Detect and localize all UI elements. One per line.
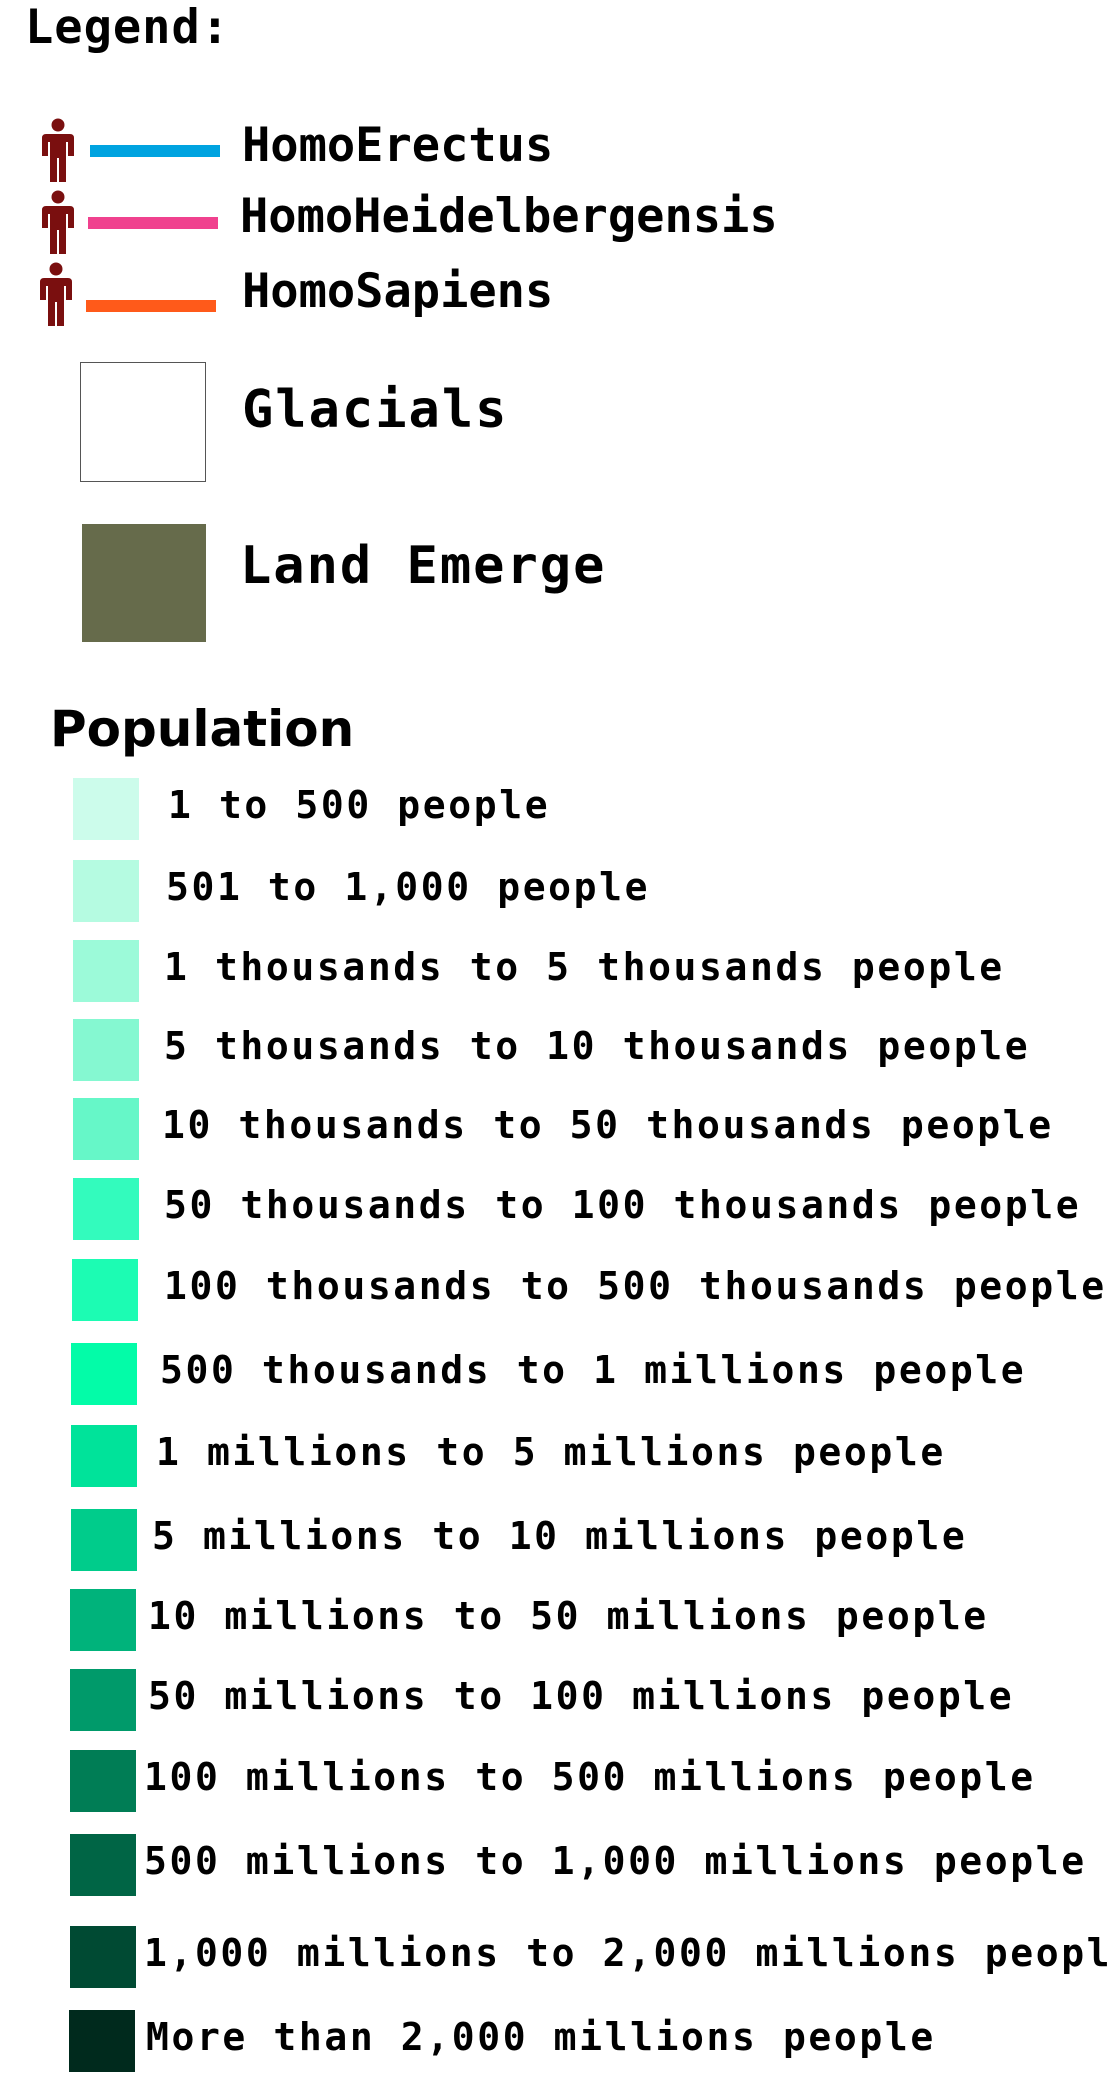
homo-erectus-line (90, 145, 220, 157)
population-label: 100 millions to 500 millions people (144, 1755, 1036, 1799)
legend-title: Legend: (25, 0, 231, 55)
population-label: 10 millions to 50 millions people (148, 1594, 989, 1638)
population-label: 500 thousands to 1 millions people (160, 1348, 1027, 1392)
person-icon (42, 118, 74, 182)
population-item: 50 thousands to 100 thousands people (0, 1178, 1112, 1244)
population-item: 1 thousands to 5 thousands people (0, 940, 1112, 1006)
land-emerge-swatch (82, 524, 206, 642)
population-swatch (70, 1669, 136, 1731)
population-label: 5 millions to 10 millions people (152, 1514, 968, 1558)
population-swatch (73, 778, 139, 840)
population-item: 5 millions to 10 millions people (0, 1509, 1112, 1575)
population-item: 1 millions to 5 millions people (0, 1425, 1112, 1491)
legend-item-homo-erectus: HomoErectus (0, 118, 1112, 182)
population-label: 100 thousands to 500 thousands people (164, 1264, 1107, 1308)
population-item: 10 thousands to 50 thousands people (0, 1098, 1112, 1164)
population-swatch (73, 1178, 139, 1240)
population-label: 1,000 millions to 2,000 millions people (144, 1931, 1112, 1975)
population-swatch (71, 1425, 137, 1487)
population-label: 1 to 500 people (168, 783, 551, 827)
population-item: 500 thousands to 1 millions people (0, 1343, 1112, 1409)
glacials-swatch (80, 362, 206, 482)
person-icon (42, 190, 74, 254)
population-label: 500 millions to 1,000 millions people (144, 1839, 1087, 1883)
population-swatch (73, 1019, 139, 1081)
population-item: 50 millions to 100 millions people (0, 1669, 1112, 1735)
population-swatch (71, 1343, 137, 1405)
homo-heidelbergensis-line (88, 217, 218, 229)
population-swatch (70, 1834, 136, 1896)
homo-sapiens-line (86, 300, 216, 312)
population-swatch (73, 1098, 139, 1160)
population-swatch (69, 2010, 135, 2072)
population-label: More than 2,000 millions people (146, 2015, 936, 2059)
population-label: 1 thousands to 5 thousands people (164, 945, 1005, 989)
population-label: 501 to 1,000 people (166, 865, 651, 909)
population-item: More than 2,000 millions people (0, 2010, 1112, 2076)
population-item: 500 millions to 1,000 millions people (0, 1834, 1112, 1900)
population-item: 100 millions to 500 millions people (0, 1750, 1112, 1816)
population-item: 1 to 500 people (0, 778, 1112, 844)
population-item: 100 thousands to 500 thousands people (0, 1259, 1112, 1325)
population-item: 1,000 millions to 2,000 millions people (0, 1926, 1112, 1992)
population-label: 10 thousands to 50 thousands people (162, 1103, 1054, 1147)
population-swatch (72, 1259, 138, 1321)
population-swatch (70, 1750, 136, 1812)
population-label: 50 thousands to 100 thousands people (164, 1183, 1082, 1227)
population-swatch (73, 860, 139, 922)
legend-item-homo-heidelbergensis: HomoHeidelbergensis (0, 189, 1112, 254)
population-swatch (70, 1589, 136, 1651)
population-swatch (73, 940, 139, 1002)
legend-item-homo-sapiens: HomoSapiens (0, 262, 1112, 326)
population-label: 1 millions to 5 millions people (156, 1430, 946, 1474)
population-title: Population (50, 700, 355, 758)
population-item: 10 millions to 50 millions people (0, 1589, 1112, 1655)
population-label: 50 millions to 100 millions people (148, 1674, 1015, 1718)
species-label: HomoHeidelbergensis (240, 189, 778, 244)
glacials-label: Glacials (242, 380, 509, 440)
population-label: 5 thousands to 10 thousands people (164, 1024, 1031, 1068)
population-swatch (71, 1509, 137, 1571)
population-item: 501 to 1,000 people (0, 860, 1112, 926)
person-icon (40, 262, 72, 326)
land-emerge-label: Land Emerge (240, 536, 607, 596)
population-item: 5 thousands to 10 thousands people (0, 1019, 1112, 1085)
species-label: HomoSapiens (242, 264, 554, 319)
species-label: HomoErectus (242, 118, 554, 173)
population-swatch (70, 1926, 136, 1988)
